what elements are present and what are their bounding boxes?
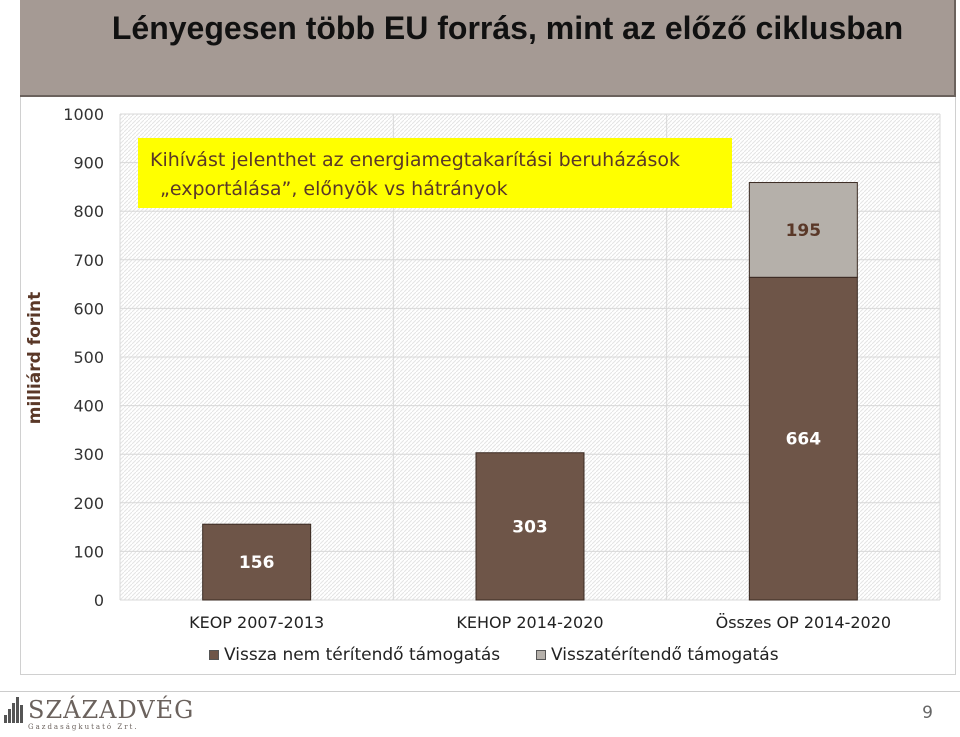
callout-line-1: Kihívást jelenthet az energiamegtakarítá… — [150, 149, 681, 171]
x-tick-label: KEHOP 2014-2020 — [456, 613, 603, 632]
y-tick-label: 1000 — [63, 105, 104, 124]
y-tick-label: 800 — [73, 202, 104, 221]
y-tick-label: 900 — [73, 154, 104, 173]
slide-title: Lényegesen több EU forrás, mint az előző… — [111, 10, 904, 46]
y-tick-label: 700 — [73, 251, 104, 270]
y-tick-label: 500 — [73, 348, 104, 367]
logo-name: SZÁZADVÉG — [28, 696, 195, 724]
legend-swatch-refundable — [536, 650, 546, 660]
x-tick-label: Összes OP 2014-2020 — [716, 613, 891, 632]
bar-grant — [748, 276, 858, 601]
title-bar: Lényegesen több EU forrás, mint az előző… — [20, 0, 956, 97]
callout-box: Kihívást jelenthet az energiamegtakarítá… — [138, 138, 732, 208]
y-tick-label: 100 — [73, 542, 104, 561]
y-tick-label: 600 — [73, 299, 104, 318]
x-tick-label: KEOP 2007-2013 — [189, 613, 324, 632]
bar-value-label: 303 — [512, 517, 548, 537]
legend-label-refundable: Visszatérítendő támogatás — [551, 645, 779, 665]
bar-grant — [202, 523, 312, 601]
legend-label-grant: Vissza nem térítendő támogatás — [224, 645, 501, 665]
bar-grant — [475, 452, 585, 601]
y-tick-label: 300 — [73, 445, 104, 464]
callout-line-2: „exportálása”, előnyök vs hátrányok — [160, 178, 508, 200]
footer-divider — [0, 691, 960, 692]
page-number: 9 — [922, 703, 933, 723]
y-tick-label: 200 — [73, 494, 104, 513]
bar-value-label: 195 — [786, 221, 822, 241]
legend-item-refundable: Visszatérítendő támogatás — [536, 645, 779, 665]
logo-subtitle: Gazdaságkutató Zrt. — [28, 723, 139, 731]
y-tick-label: 400 — [73, 397, 104, 416]
y-axis-label: milliárd forint — [25, 291, 45, 425]
company-logo: SZÁZADVÉG Gazdaságkutató Zrt. — [4, 697, 194, 732]
legend-swatch-grant — [209, 650, 219, 660]
bar-value-label: 664 — [786, 430, 822, 450]
bar-value-label: 156 — [239, 553, 275, 573]
bar-refundable — [748, 182, 858, 278]
legend-item-grant: Vissza nem térítendő támogatás — [209, 645, 500, 665]
chart-frame — [20, 97, 956, 675]
y-tick-label: 0 — [94, 591, 104, 610]
logo-bars-icon — [4, 697, 24, 723]
